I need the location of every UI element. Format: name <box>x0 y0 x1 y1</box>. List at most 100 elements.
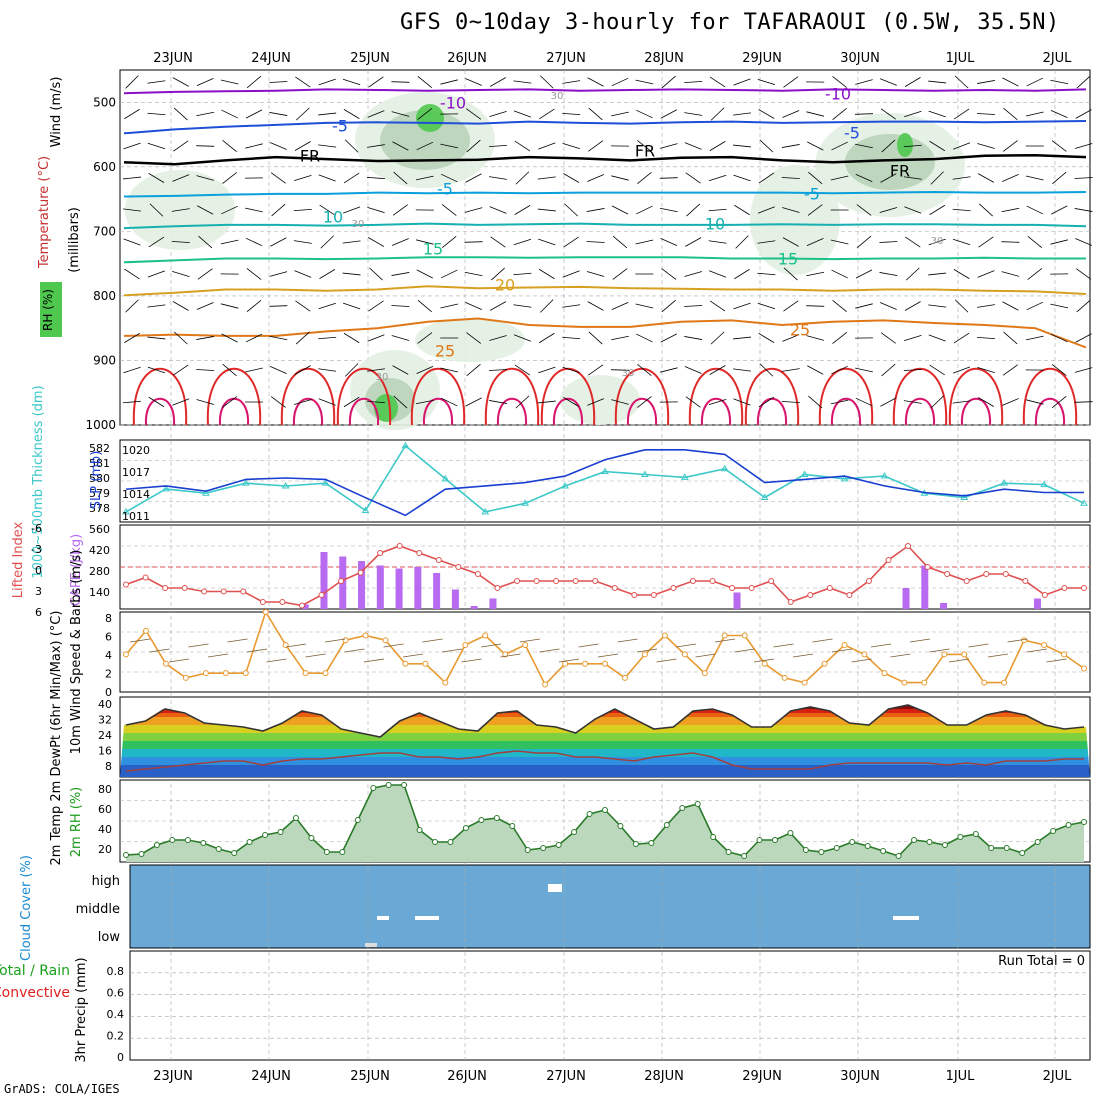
isotherm-label: FR <box>635 142 655 161</box>
wind-barb <box>465 173 482 183</box>
wind-barb <box>441 236 457 248</box>
wind-tick: 8 <box>105 612 112 625</box>
wind-barb <box>318 302 336 310</box>
wind-barb <box>220 239 239 245</box>
legend-convective: Convective <box>0 985 70 1001</box>
wind-barb-10m <box>207 653 229 658</box>
wind-barb <box>758 109 775 119</box>
lifted-index-point <box>963 578 970 584</box>
rh-point <box>972 831 979 837</box>
thickness-point <box>960 493 969 501</box>
isotherm-label: 15 <box>778 250 798 269</box>
wind-barb <box>1050 239 1069 245</box>
rh-point <box>833 845 840 851</box>
rh-point <box>277 829 284 835</box>
wind-barb <box>977 80 995 84</box>
wind-barb <box>757 272 776 276</box>
wind-barb-10m <box>461 658 482 663</box>
wind-speed-point <box>322 670 329 677</box>
wind-barb <box>781 144 800 148</box>
wind-barb <box>1001 271 1020 277</box>
wind-barb <box>417 332 433 344</box>
wind-barb <box>196 399 214 405</box>
wind-barb <box>318 174 336 182</box>
wind-barb <box>489 301 507 311</box>
thickness-point <box>122 507 130 515</box>
wind-speed-point <box>482 632 489 639</box>
wind-barb <box>342 78 361 86</box>
wind-barb <box>513 304 532 308</box>
wind-barb <box>611 77 629 87</box>
rh-point <box>602 807 608 813</box>
wind-barb <box>831 365 848 375</box>
wind-barb <box>759 363 774 377</box>
axis-label-thickness: 1000~500mb Thickness (dm) <box>31 385 46 578</box>
temperature-line <box>125 704 1085 738</box>
wind-barb <box>710 331 725 345</box>
wind-barb <box>929 204 946 216</box>
wind-barb <box>905 236 921 248</box>
wind-barb <box>148 396 165 408</box>
wind-speed-point <box>242 670 249 677</box>
wind-barb <box>513 272 532 276</box>
wind-barb <box>709 141 726 151</box>
axis-label-slp: SLP (mb) <box>89 451 104 510</box>
slp-tick: 1014 <box>122 488 150 501</box>
rh-point <box>864 843 871 849</box>
wind-barb <box>782 110 800 118</box>
lifted-index-point <box>123 581 129 588</box>
rh-point <box>1050 828 1057 834</box>
wind-barb <box>1050 205 1068 215</box>
wind-barb <box>392 204 408 216</box>
wind-barb <box>488 369 508 371</box>
wind-barb-10m <box>675 643 697 648</box>
wind-barb <box>879 241 898 243</box>
wind-barb <box>491 267 505 281</box>
wind-barb <box>366 176 386 180</box>
wind-barb <box>124 108 140 120</box>
wind-barb <box>903 400 922 404</box>
wind-barb <box>245 333 263 343</box>
wind-speed-point <box>442 679 449 686</box>
wind-barb <box>367 206 385 214</box>
date-tick-top: 26JUN <box>447 51 487 66</box>
wind-speed-point <box>1041 641 1048 648</box>
temp-band <box>120 713 1090 717</box>
wind-barb <box>270 172 286 184</box>
wind-barb <box>1074 143 1093 149</box>
wind-barb <box>196 175 214 181</box>
date-tick-bottom: 23JUN <box>153 1069 193 1084</box>
wind-barb <box>269 112 288 116</box>
wind-barb <box>222 140 237 152</box>
wind-barb <box>1051 396 1067 408</box>
wind-tick: 6 <box>105 631 112 644</box>
wind-barb-10m <box>695 653 716 658</box>
lifted-index-point <box>572 578 579 584</box>
thickness-point <box>321 479 330 486</box>
lifted-index-point <box>162 585 169 591</box>
wind-barb <box>489 110 507 118</box>
isotherm-30-loop-10 <box>818 367 874 426</box>
wind-barb-10m <box>753 658 775 663</box>
lifted-index-point <box>279 599 286 605</box>
wind-barb-10m <box>890 653 911 658</box>
wind-barb <box>1003 331 1018 345</box>
thickness-point <box>601 467 609 475</box>
wind-barb <box>294 399 312 405</box>
wind-barb <box>758 333 775 343</box>
wind-barb <box>979 203 993 217</box>
lifted-index-point <box>142 574 149 581</box>
isotherm-label: 25 <box>790 321 810 340</box>
rh-point <box>184 837 191 843</box>
wind-barb <box>1050 333 1068 343</box>
wind-speed-point <box>562 660 569 667</box>
wind-barb <box>147 112 166 116</box>
wind-barb <box>637 364 652 376</box>
wind-barb <box>661 299 676 313</box>
wind-barb <box>147 142 166 150</box>
wind-barb <box>611 175 629 181</box>
wind-barb <box>977 173 995 183</box>
wind-barb-10m <box>480 643 502 648</box>
wind-barb <box>637 396 652 408</box>
rh-point <box>215 846 222 852</box>
